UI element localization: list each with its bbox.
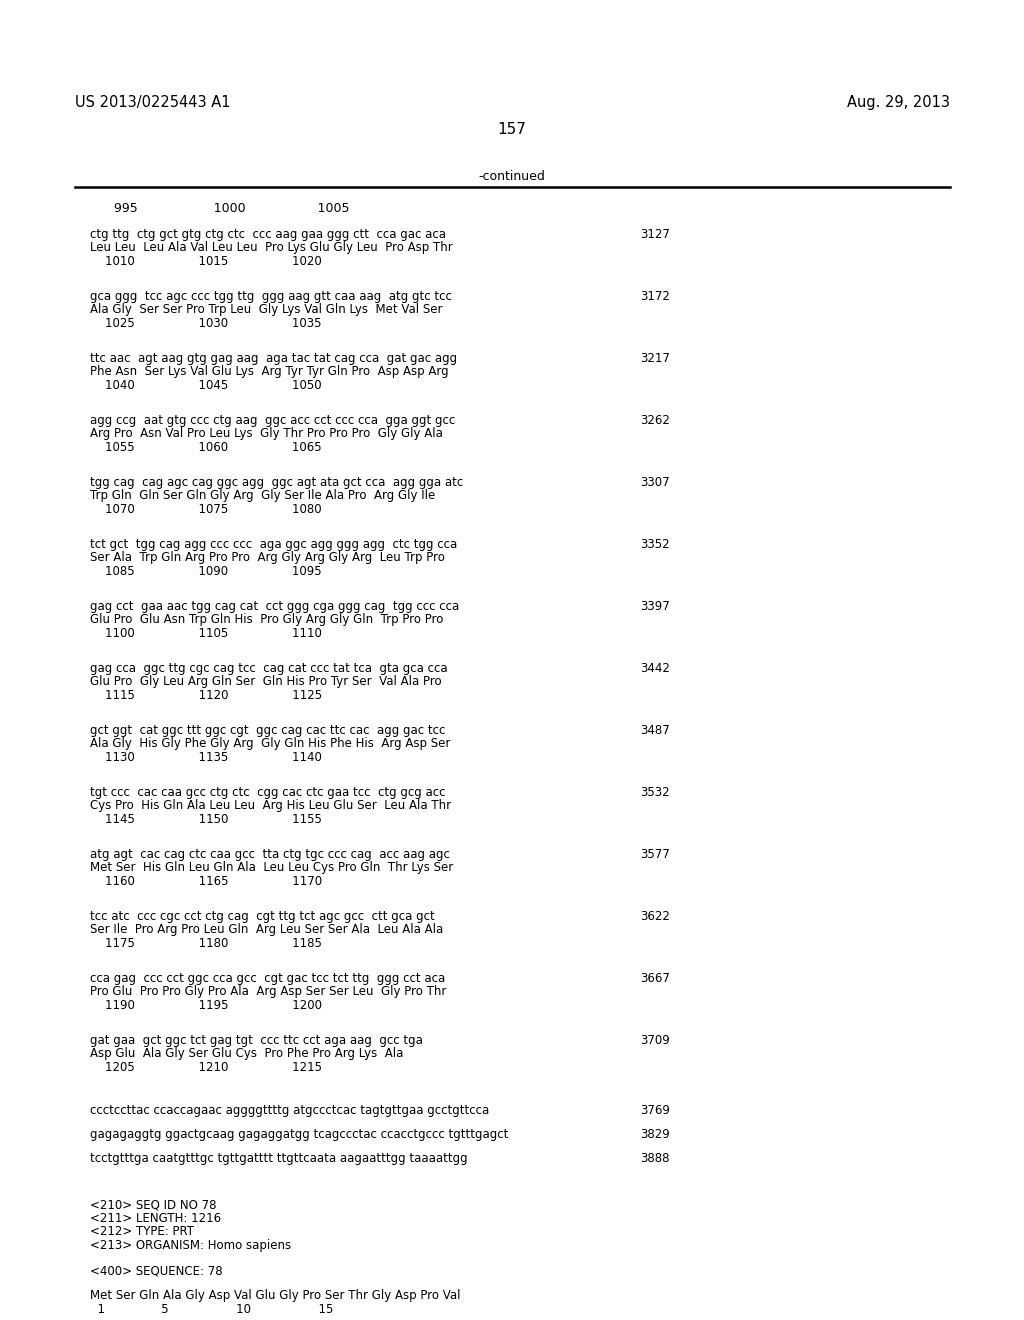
Text: 3397: 3397	[640, 601, 670, 612]
Text: 1055                 1060                 1065: 1055 1060 1065	[90, 441, 322, 454]
Text: Glu Pro  Gly Leu Arg Gln Ser  Gln His Pro Tyr Ser  Val Ala Pro: Glu Pro Gly Leu Arg Gln Ser Gln His Pro …	[90, 676, 441, 689]
Text: 3262: 3262	[640, 414, 670, 426]
Text: Trp Gln  Gln Ser Gln Gly Arg  Gly Ser Ile Ala Pro  Arg Gly Ile: Trp Gln Gln Ser Gln Gly Arg Gly Ser Ile …	[90, 490, 435, 503]
Text: 3352: 3352	[640, 539, 670, 550]
Text: Ala Gly  Ser Ser Pro Trp Leu  Gly Lys Val Gln Lys  Met Val Ser: Ala Gly Ser Ser Pro Trp Leu Gly Lys Val …	[90, 304, 442, 317]
Text: Glu Pro  Glu Asn Trp Gln His  Pro Gly Arg Gly Gln  Trp Pro Pro: Glu Pro Glu Asn Trp Gln His Pro Gly Arg …	[90, 614, 443, 627]
Text: 1025                 1030                 1035: 1025 1030 1035	[90, 317, 322, 330]
Text: Asp Glu  Ala Gly Ser Glu Cys  Pro Phe Pro Arg Lys  Ala: Asp Glu Ala Gly Ser Glu Cys Pro Phe Pro …	[90, 1048, 403, 1060]
Text: <210> SEQ ID NO 78: <210> SEQ ID NO 78	[90, 1199, 216, 1210]
Text: Met Ser  His Gln Leu Gln Ala  Leu Leu Cys Pro Gln  Thr Lys Ser: Met Ser His Gln Leu Gln Ala Leu Leu Cys …	[90, 862, 454, 874]
Text: 3307: 3307	[640, 477, 670, 488]
Text: <213> ORGANISM: Homo sapiens: <213> ORGANISM: Homo sapiens	[90, 1238, 291, 1251]
Text: Aug. 29, 2013: Aug. 29, 2013	[847, 95, 950, 110]
Text: cca gag  ccc cct ggc cca gcc  cgt gac tcc tct ttg  ggg cct aca: cca gag ccc cct ggc cca gcc cgt gac tcc …	[90, 972, 445, 985]
Text: 1085                 1090                 1095: 1085 1090 1095	[90, 565, 322, 578]
Text: Met Ser Gln Ala Gly Asp Val Glu Gly Pro Ser Thr Gly Asp Pro Val: Met Ser Gln Ala Gly Asp Val Glu Gly Pro …	[90, 1290, 461, 1302]
Text: <211> LENGTH: 1216: <211> LENGTH: 1216	[90, 1212, 221, 1225]
Text: 1100                 1105                 1110: 1100 1105 1110	[90, 627, 322, 640]
Text: 1130                 1135                 1140: 1130 1135 1140	[90, 751, 322, 764]
Text: tct gct  tgg cag agg ccc ccc  aga ggc agg ggg agg  ctc tgg cca: tct gct tgg cag agg ccc ccc aga ggc agg …	[90, 539, 458, 550]
Text: tgg cag  cag agc cag ggc agg  ggc agt ata gct cca  agg gga atc: tgg cag cag agc cag ggc agg ggc agt ata …	[90, 477, 463, 488]
Text: 157: 157	[498, 121, 526, 137]
Text: Ser Ile  Pro Arg Pro Leu Gln  Arg Leu Ser Ser Ala  Leu Ala Ala: Ser Ile Pro Arg Pro Leu Gln Arg Leu Ser …	[90, 924, 443, 936]
Text: 3577: 3577	[640, 847, 670, 861]
Text: 3709: 3709	[640, 1034, 670, 1047]
Text: 995                   1000                  1005: 995 1000 1005	[90, 202, 349, 215]
Text: 3667: 3667	[640, 972, 670, 985]
Text: 3829: 3829	[640, 1129, 670, 1140]
Text: <400> SEQUENCE: 78: <400> SEQUENCE: 78	[90, 1265, 222, 1278]
Text: 1070                 1075                 1080: 1070 1075 1080	[90, 503, 322, 516]
Text: 1205                 1210                 1215: 1205 1210 1215	[90, 1061, 322, 1074]
Text: Cys Pro  His Gln Ala Leu Leu  Arg His Leu Glu Ser  Leu Ala Thr: Cys Pro His Gln Ala Leu Leu Arg His Leu …	[90, 800, 452, 813]
Text: 1190                 1195                 1200: 1190 1195 1200	[90, 999, 322, 1012]
Text: 1115                 1120                 1125: 1115 1120 1125	[90, 689, 323, 702]
Text: tcctgtttga caatgtttgc tgttgatttt ttgttcaata aagaatttgg taaaattgg: tcctgtttga caatgtttgc tgttgatttt ttgttca…	[90, 1152, 468, 1166]
Text: ccctccttac ccaccagaac aggggttttg atgccctcac tagtgttgaa gcctgttcca: ccctccttac ccaccagaac aggggttttg atgccct…	[90, 1104, 489, 1117]
Text: tgt ccc  cac caa gcc ctg ctc  cgg cac ctc gaa tcc  ctg gcg acc: tgt ccc cac caa gcc ctg ctc cgg cac ctc …	[90, 785, 445, 799]
Text: <212> TYPE: PRT: <212> TYPE: PRT	[90, 1225, 194, 1238]
Text: Ala Gly  His Gly Phe Gly Arg  Gly Gln His Phe His  Arg Asp Ser: Ala Gly His Gly Phe Gly Arg Gly Gln His …	[90, 738, 451, 751]
Text: gat gaa  gct ggc tct gag tgt  ccc ttc cct aga aag  gcc tga: gat gaa gct ggc tct gag tgt ccc ttc cct …	[90, 1034, 423, 1047]
Text: Ser Ala  Trp Gln Arg Pro Pro  Arg Gly Arg Gly Arg  Leu Trp Pro: Ser Ala Trp Gln Arg Pro Pro Arg Gly Arg …	[90, 552, 444, 565]
Text: 3172: 3172	[640, 290, 670, 304]
Text: Phe Asn  Ser Lys Val Glu Lys  Arg Tyr Tyr Gln Pro  Asp Asp Arg: Phe Asn Ser Lys Val Glu Lys Arg Tyr Tyr …	[90, 366, 449, 379]
Text: gag cct  gaa aac tgg cag cat  cct ggg cga ggg cag  tgg ccc cca: gag cct gaa aac tgg cag cat cct ggg cga …	[90, 601, 459, 612]
Text: 1010                 1015                 1020: 1010 1015 1020	[90, 255, 322, 268]
Text: 3487: 3487	[640, 723, 670, 737]
Text: 1175                 1180                 1185: 1175 1180 1185	[90, 937, 322, 950]
Text: 3217: 3217	[640, 352, 670, 366]
Text: tcc atc  ccc cgc cct ctg cag  cgt ttg tct agc gcc  ctt gca gct: tcc atc ccc cgc cct ctg cag cgt ttg tct …	[90, 909, 435, 923]
Text: 1145                 1150                 1155: 1145 1150 1155	[90, 813, 322, 826]
Text: 1               5                  10                  15: 1 5 10 15	[90, 1303, 334, 1316]
Text: 3769: 3769	[640, 1104, 670, 1117]
Text: atg agt  cac cag ctc caa gcc  tta ctg tgc ccc cag  acc aag agc: atg agt cac cag ctc caa gcc tta ctg tgc …	[90, 847, 450, 861]
Text: agg ccg  aat gtg ccc ctg aag  ggc acc cct ccc cca  gga ggt gcc: agg ccg aat gtg ccc ctg aag ggc acc cct …	[90, 414, 456, 426]
Text: Pro Glu  Pro Pro Gly Pro Ala  Arg Asp Ser Ser Leu  Gly Pro Thr: Pro Glu Pro Pro Gly Pro Ala Arg Asp Ser …	[90, 986, 446, 998]
Text: 3127: 3127	[640, 228, 670, 242]
Text: 1040                 1045                 1050: 1040 1045 1050	[90, 379, 322, 392]
Text: Leu Leu  Leu Ala Val Leu Leu  Pro Lys Glu Gly Leu  Pro Asp Thr: Leu Leu Leu Ala Val Leu Leu Pro Lys Glu …	[90, 242, 453, 255]
Text: 3622: 3622	[640, 909, 670, 923]
Text: ctg ttg  ctg gct gtg ctg ctc  ccc aag gaa ggg ctt  cca gac aca: ctg ttg ctg gct gtg ctg ctc ccc aag gaa …	[90, 228, 446, 242]
Text: 3888: 3888	[640, 1152, 670, 1166]
Text: 1160                 1165                 1170: 1160 1165 1170	[90, 875, 323, 888]
Text: ttc aac  agt aag gtg gag aag  aga tac tat cag cca  gat gac agg: ttc aac agt aag gtg gag aag aga tac tat …	[90, 352, 457, 366]
Text: gct ggt  cat ggc ttt ggc cgt  ggc cag cac ttc cac  agg gac tcc: gct ggt cat ggc ttt ggc cgt ggc cag cac …	[90, 723, 445, 737]
Text: gagagaggtg ggactgcaag gagaggatgg tcagccctac ccacctgccc tgtttgagct: gagagaggtg ggactgcaag gagaggatgg tcagccc…	[90, 1129, 508, 1140]
Text: 3532: 3532	[640, 785, 670, 799]
Text: -continued: -continued	[478, 170, 546, 183]
Text: 3442: 3442	[640, 663, 670, 675]
Text: US 2013/0225443 A1: US 2013/0225443 A1	[75, 95, 230, 110]
Text: gca ggg  tcc agc ccc tgg ttg  ggg aag gtt caa aag  atg gtc tcc: gca ggg tcc agc ccc tgg ttg ggg aag gtt …	[90, 290, 452, 304]
Text: Arg Pro  Asn Val Pro Leu Lys  Gly Thr Pro Pro Pro  Gly Gly Ala: Arg Pro Asn Val Pro Leu Lys Gly Thr Pro …	[90, 428, 442, 441]
Text: gag cca  ggc ttg cgc cag tcc  cag cat ccc tat tca  gta gca cca: gag cca ggc ttg cgc cag tcc cag cat ccc …	[90, 663, 447, 675]
